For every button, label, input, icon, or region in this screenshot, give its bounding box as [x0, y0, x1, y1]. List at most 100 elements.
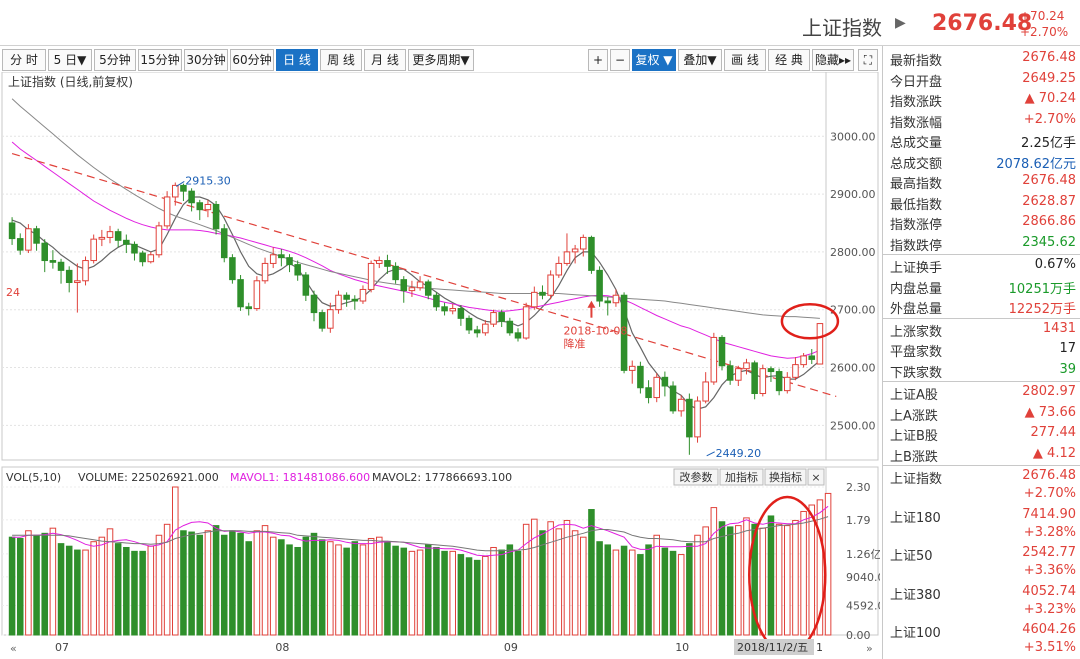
- period-button-3[interactable]: 15分钟: [138, 49, 182, 71]
- ma-line-2: [11, 98, 820, 319]
- tool-button-5[interactable]: 经 典: [768, 49, 810, 71]
- candle-body-29: [245, 306, 252, 310]
- share-row-1-value: ▲ 73.66: [1024, 404, 1076, 420]
- sub-index-value: 2542.77: [1022, 545, 1076, 560]
- volume-bar-75: [620, 545, 628, 636]
- volume-tool-button-1[interactable]: [719, 468, 764, 486]
- candle-body-6: [57, 261, 65, 271]
- separator-1: [883, 254, 1080, 255]
- quote-header: 上证指数 ▶ 2676.48 +70.24 +2.70%: [0, 0, 1080, 46]
- price-tick-1: 2900.00: [830, 188, 876, 201]
- volume-bar-33: [278, 539, 285, 636]
- sub-index-label: 上证50: [890, 549, 933, 564]
- index-price: 2676.48: [932, 11, 1033, 36]
- volume-bar-13: [114, 543, 122, 636]
- candle-body-82: [677, 398, 685, 412]
- volume-tool-label-1[interactable]: 加指标: [725, 470, 758, 484]
- volume-bar-84: [694, 534, 701, 636]
- volume-bar-5: [49, 527, 57, 636]
- period-button-0[interactable]: 分 时: [2, 49, 46, 71]
- volume-bar-43: [359, 544, 367, 636]
- candle-body-5: [49, 260, 57, 263]
- fullscreen-icon[interactable]: ⛶: [858, 49, 878, 71]
- candle-body-79: [653, 376, 660, 399]
- period-button-4[interactable]: 30分钟: [184, 49, 228, 71]
- sub-index-value: 4052.74: [1022, 583, 1076, 599]
- volume-bar-2: [25, 530, 32, 636]
- volume-tool-label-2[interactable]: 换指标: [769, 470, 802, 484]
- volume-bar-32: [269, 536, 277, 636]
- stat-row-6: 最高指数 2676.48: [883, 171, 1079, 192]
- stat-row-9: 指数跌停 2345.62: [883, 233, 1079, 254]
- sub-index-row-4[interactable]: 上证100 4604.26 +3.51%: [883, 620, 1079, 658]
- volume-bar-41: [343, 547, 350, 636]
- separator-3: [883, 381, 1080, 382]
- scroll-left-icon[interactable]: «: [10, 642, 17, 655]
- x-tick-0: 07: [55, 641, 69, 654]
- volume-tool-label-3[interactable]: ×: [811, 471, 820, 484]
- candle-body-51: [424, 281, 432, 296]
- volume-bar-37: [310, 532, 318, 636]
- candle-body-78: [645, 387, 652, 399]
- period-button-8[interactable]: 月 线: [364, 49, 406, 71]
- tool-button-6[interactable]: 隐藏▸▸: [812, 49, 854, 71]
- candle-body-87: [718, 336, 726, 367]
- volume-bar-9: [82, 549, 89, 636]
- chart-area[interactable]: 上证指数 (日线,前复权) 3000.00 2900.00 2800.00 2700.0…: [0, 72, 880, 659]
- volume-bar-30: [253, 530, 261, 636]
- chart-title: 上证指数 (日线,前复权): [8, 74, 133, 89]
- volume-bar-88: [726, 526, 734, 636]
- volume-bar-10: [90, 541, 97, 636]
- sub-index-pct: +3.28%: [1023, 524, 1076, 540]
- sub-index-row-2[interactable]: 上证50 2542.77 +3.36%: [883, 543, 1079, 581]
- candle-body-0: [8, 222, 16, 240]
- volume-bar-16: [139, 550, 146, 636]
- sub-index-row-3[interactable]: 上证380 4052.74 +3.23%: [883, 582, 1079, 620]
- tool-button-1[interactable]: −: [610, 49, 630, 71]
- sub-index-value: 4604.26: [1022, 622, 1076, 637]
- volume-tool-button-0[interactable]: [673, 468, 719, 486]
- turnover-row-1: 内盘总量 10251万手: [883, 276, 1079, 297]
- trend-line: [11, 153, 837, 397]
- sub-index-row-1[interactable]: 上证180 7414.90 +3.28%: [883, 505, 1079, 543]
- mavol2-line: [12, 516, 829, 552]
- period-button-1[interactable]: 5 日▼: [48, 49, 92, 71]
- volume-bar-95: [784, 525, 791, 636]
- candle-body-69: [571, 248, 579, 253]
- candle-body-28: [237, 279, 244, 308]
- cursor-date-box: [734, 639, 814, 655]
- volume-tool-button-3[interactable]: [807, 468, 825, 486]
- candle-body-70: [580, 236, 587, 250]
- volume-bar-82: [677, 554, 685, 636]
- tool-button-0[interactable]: +: [588, 49, 608, 71]
- period-button-6[interactable]: 日 线: [276, 49, 318, 71]
- scroll-right-icon[interactable]: »: [866, 642, 873, 655]
- volume-bar-58: [482, 555, 489, 636]
- candle-body-27: [229, 257, 236, 281]
- tool-button-2[interactable]: 复权 ▼: [632, 49, 676, 71]
- candle-body-21: [180, 184, 187, 192]
- share-row-2-value: 277.44: [1030, 425, 1077, 440]
- volume-tool-label-0[interactable]: 改参数: [680, 470, 713, 484]
- sub-index-row-0[interactable]: 上证指数 2676.48 +2.70%: [883, 466, 1079, 504]
- volume-tool-button-2[interactable]: [764, 468, 807, 486]
- index-arrow-icon[interactable]: ▶: [895, 15, 906, 31]
- volume-bar-97: [800, 510, 807, 636]
- tool-button-4[interactable]: 画 线: [724, 49, 766, 71]
- period-button-9[interactable]: 更多周期▼: [408, 49, 474, 71]
- stat-row-8-label: 指数涨停: [890, 218, 943, 233]
- period-button-5[interactable]: 60分钟: [230, 49, 274, 71]
- period-button-2[interactable]: 5分钟: [94, 49, 136, 71]
- mavol2-value: MAVOL2: 177866693.100: [372, 471, 512, 484]
- volume-bar-21: [180, 530, 187, 636]
- index-name[interactable]: 上证指数: [802, 16, 882, 40]
- period-button-7[interactable]: 周 线: [320, 49, 362, 71]
- candle-body-48: [400, 279, 408, 292]
- tool-button-3[interactable]: 叠加▼: [678, 49, 722, 71]
- stat-row-7-label: 最低指数: [890, 197, 943, 213]
- candle-body-13: [114, 231, 122, 241]
- turnover-row-0-value: 0.67%: [1034, 257, 1076, 272]
- price-tick-2: 2800.00: [830, 246, 876, 259]
- volume-bar-63: [522, 523, 530, 636]
- volume-bar-23: [196, 534, 204, 636]
